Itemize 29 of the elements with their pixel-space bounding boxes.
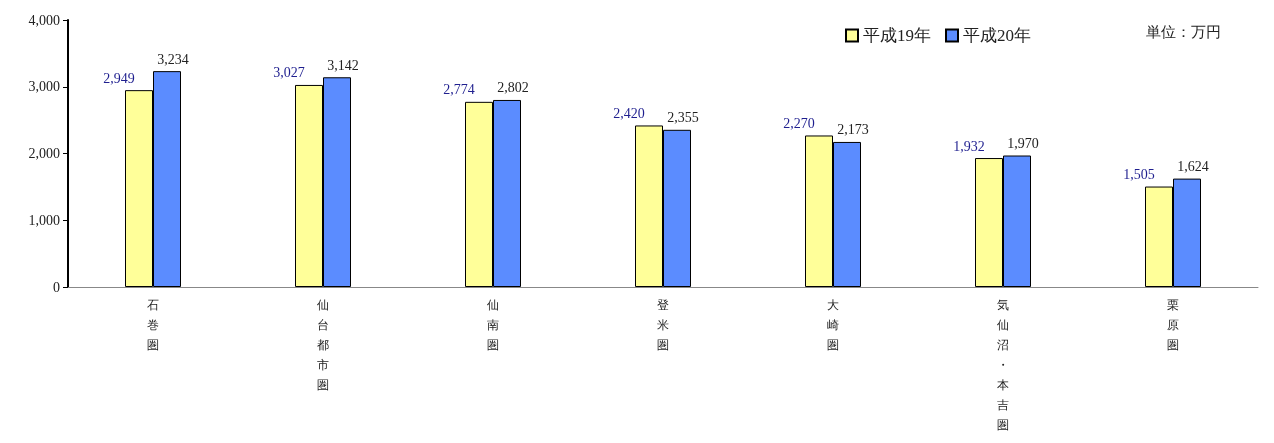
x-tick-label: 仙南圏 [487,298,499,352]
y-tick-label: 2,000 [28,146,60,161]
x-tick-label: 気仙沼・本吉圏 [997,298,1009,432]
data-label: 1,624 [1177,159,1209,175]
x-tick-label: 栗原圏 [1167,298,1179,352]
data-label: 2,774 [443,82,475,98]
data-label: 1,970 [1007,136,1039,151]
data-label: 2,355 [667,110,699,126]
y-tick-label: 3,000 [28,79,60,95]
x-tick-label: 仙台都市圏 [317,298,329,392]
x-tick-label: 大崎圏 [827,298,839,352]
data-label: 2,173 [837,122,869,138]
data-label: 2,949 [103,70,135,86]
data-label: 1,932 [953,138,985,154]
data-label: 3,234 [157,51,189,67]
data-label: 1,505 [1123,167,1155,183]
legend-label: 平成20年 [963,26,1031,45]
data-label: 2,420 [613,105,645,121]
x-tick-label: 登米圏 [657,298,669,352]
annotation: 単位：万円 [1146,23,1221,40]
data-label: 3,027 [273,65,305,81]
y-tick-label: 1,000 [28,212,60,228]
data-label: 2,270 [783,115,815,131]
legend-label: 平成19年 [863,26,931,45]
x-tick-label: 石巻圏 [147,298,159,352]
data-label: 2,802 [497,80,529,96]
data-label: 3,142 [327,57,359,73]
y-tick-label: 0 [53,279,60,295]
y-tick-label: 4,000 [28,12,60,28]
